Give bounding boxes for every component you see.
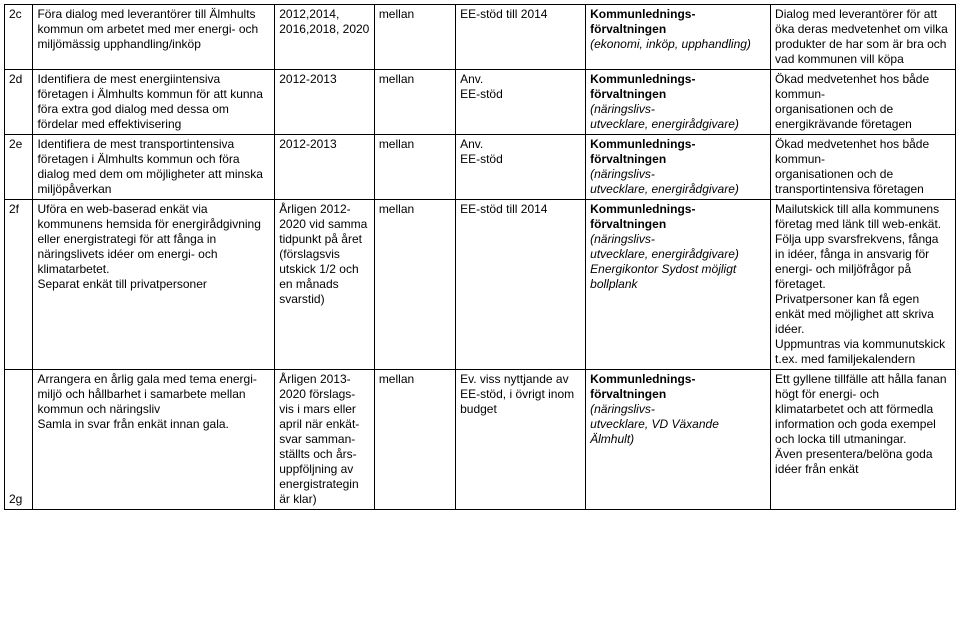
row-effect: Ett gyllene tillfälle att hålla fanan hö… <box>771 370 956 510</box>
row-responsible: Kommunlednings-förvaltningen (näringsliv… <box>586 200 771 370</box>
row-effect: Dialog med leverantörer för att öka dera… <box>771 5 956 70</box>
row-level: mellan <box>374 135 455 200</box>
table-body: 2c Föra dialog med leverantörer till Älm… <box>5 5 956 510</box>
responsible-detail: (ekonomi, inköp, upphandling) <box>590 37 751 51</box>
table-row: 2e Identifiera de mest transportintensiv… <box>5 135 956 200</box>
row-support: EE-stöd till 2014 <box>456 5 586 70</box>
responsible-main: Kommunlednings-förvaltningen <box>590 7 695 36</box>
row-responsible: Kommunlednings-förvaltningen (näringsliv… <box>586 135 771 200</box>
row-effect: Ökad medvetenhet hos både kommun-organis… <box>771 70 956 135</box>
row-level: mellan <box>374 200 455 370</box>
responsible-main: Kommunlednings-förvaltningen <box>590 372 695 401</box>
row-id: 2e <box>5 135 33 200</box>
row-id: 2d <box>5 70 33 135</box>
responsible-detail: (näringslivs-utvecklare, VD Växande Älmh… <box>590 402 719 446</box>
row-activity: Identifiera de mest energiintensiva före… <box>33 70 275 135</box>
row-support: EE-stöd till 2014 <box>456 200 586 370</box>
actions-table: 2c Föra dialog med leverantörer till Älm… <box>4 4 956 510</box>
row-responsible: Kommunlednings-förvaltningen (ekonomi, i… <box>586 5 771 70</box>
table-row: 2g Arrangera en årlig gala med tema ener… <box>5 370 956 510</box>
row-level: mellan <box>374 370 455 510</box>
row-time: 2012-2013 <box>275 135 375 200</box>
table-row: 2f Uföra en web-baserad enkät via kommun… <box>5 200 956 370</box>
table-row: 2d Identifiera de mest energiintensiva f… <box>5 70 956 135</box>
row-time: Årligen 2012-2020 vid samma tidpunkt på … <box>275 200 375 370</box>
responsible-detail: (näringslivs-utvecklare, energirådgivare… <box>590 232 739 291</box>
row-time: 2012,2014, 2016,2018, 2020 <box>275 5 375 70</box>
row-responsible: Kommunlednings-förvaltningen (näringsliv… <box>586 370 771 510</box>
row-effect: Ökad medvetenhet hos både kommun-organis… <box>771 135 956 200</box>
row-support: Ev. viss nyttjande av EE-stöd, i övrigt … <box>456 370 586 510</box>
row-activity: Föra dialog med leverantörer till Älmhul… <box>33 5 275 70</box>
row-id: 2f <box>5 200 33 370</box>
row-time: 2012-2013 <box>275 70 375 135</box>
page-container: 2c Föra dialog med leverantörer till Älm… <box>0 0 960 514</box>
row-id: 2c <box>5 5 33 70</box>
responsible-main: Kommunlednings-förvaltningen <box>590 202 695 231</box>
row-activity: Identifiera de mest transportintensiva f… <box>33 135 275 200</box>
row-level: mellan <box>374 70 455 135</box>
row-activity: Uföra en web-baserad enkät via kommunens… <box>33 200 275 370</box>
responsible-detail: (näringslivs-utvecklare, energirådgivare… <box>590 102 739 131</box>
responsible-main: Kommunlednings-förvaltningen <box>590 137 695 166</box>
row-level: mellan <box>374 5 455 70</box>
row-time: Årligen 2013-2020 förslags-vis i mars el… <box>275 370 375 510</box>
row-id: 2g <box>5 370 33 510</box>
table-row: 2c Föra dialog med leverantörer till Älm… <box>5 5 956 70</box>
responsible-detail: (näringslivs-utvecklare, energirådgivare… <box>590 167 739 196</box>
responsible-main: Kommunlednings-förvaltningen <box>590 72 695 101</box>
row-support: Anv.EE-stöd <box>456 135 586 200</box>
row-responsible: Kommunlednings-förvaltningen (näringsliv… <box>586 70 771 135</box>
row-activity: Arrangera en årlig gala med tema energi-… <box>33 370 275 510</box>
row-support: Anv.EE-stöd <box>456 70 586 135</box>
row-effect: Mailutskick till alla kommunens företag … <box>771 200 956 370</box>
